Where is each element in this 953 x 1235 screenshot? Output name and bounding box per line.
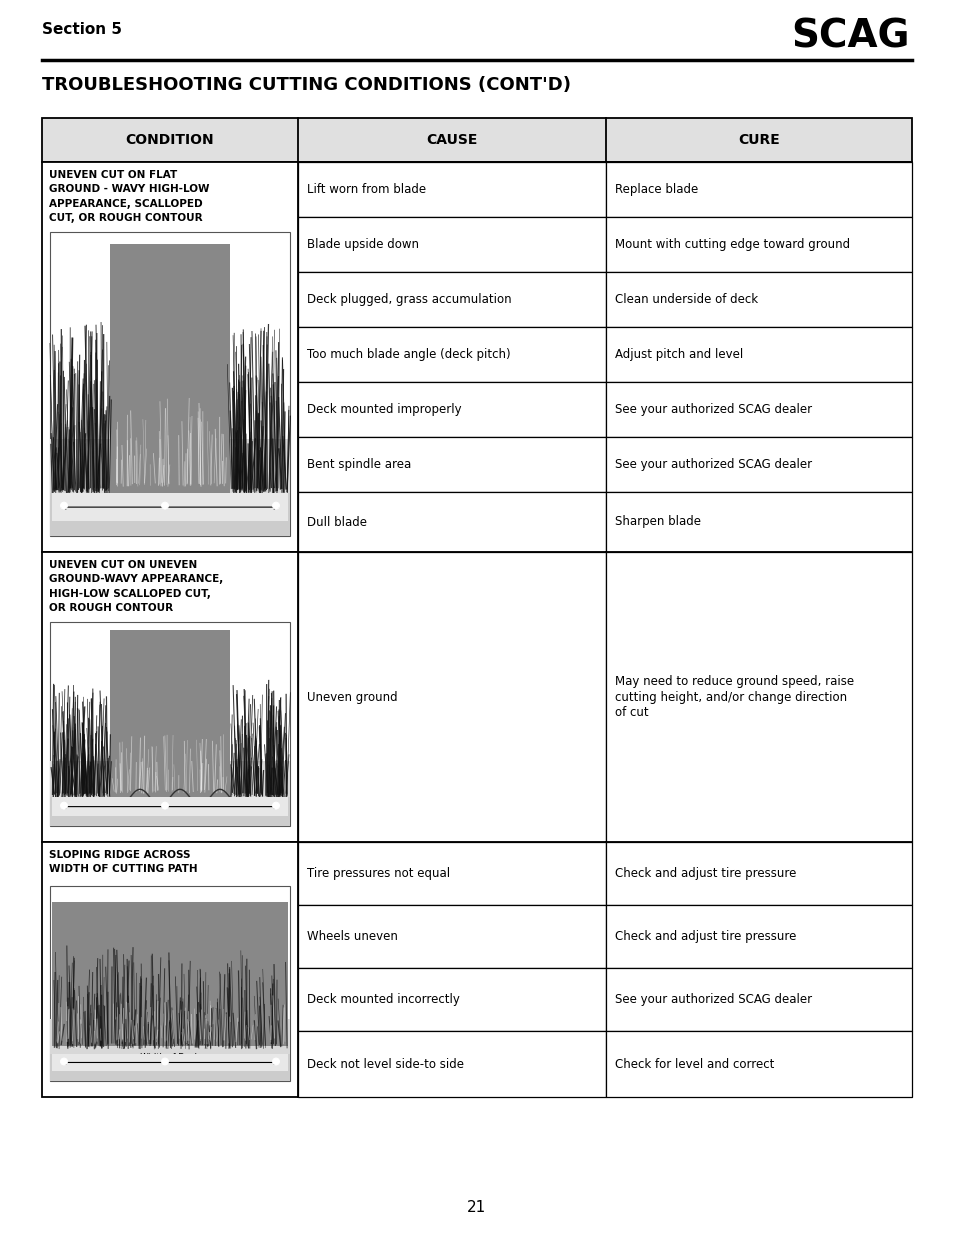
Text: See your authorized SCAG dealer: See your authorized SCAG dealer bbox=[615, 993, 811, 1007]
Bar bbox=[52, 798, 288, 816]
Text: Deck plugged, grass accumulation: Deck plugged, grass accumulation bbox=[307, 293, 511, 306]
Text: Lift worn from blade: Lift worn from blade bbox=[307, 183, 426, 196]
Bar bbox=[42, 119, 911, 162]
Text: See your authorized SCAG dealer: See your authorized SCAG dealer bbox=[615, 458, 811, 471]
Text: —Width of Deck—: —Width of Deck— bbox=[132, 797, 208, 806]
Circle shape bbox=[60, 802, 68, 809]
Text: Tire pressures not equal: Tire pressures not equal bbox=[307, 867, 450, 881]
Text: UNEVEN CUT ON UNEVEN
GROUND-WAVY APPEARANCE,
HIGH-LOW SCALLOPED CUT,
OR ROUGH CO: UNEVEN CUT ON UNEVEN GROUND-WAVY APPEARA… bbox=[49, 559, 223, 614]
Bar bbox=[297, 905, 605, 968]
Bar bbox=[605, 1031, 911, 1097]
Bar bbox=[50, 232, 290, 536]
Bar bbox=[50, 885, 290, 1081]
Bar bbox=[52, 902, 288, 1046]
Circle shape bbox=[161, 503, 169, 509]
Text: Bent spindle area: Bent spindle area bbox=[307, 458, 411, 471]
Circle shape bbox=[161, 802, 169, 809]
Bar bbox=[297, 437, 605, 492]
Bar bbox=[52, 1053, 288, 1071]
Text: Mount with cutting edge toward ground: Mount with cutting edge toward ground bbox=[615, 238, 849, 251]
Text: CAUSE: CAUSE bbox=[426, 133, 477, 147]
Text: SCAG: SCAG bbox=[791, 19, 909, 56]
Text: Check and adjust tire pressure: Check and adjust tire pressure bbox=[615, 867, 796, 881]
Circle shape bbox=[273, 802, 279, 809]
Text: May need to reduce ground speed, raise
cutting height, and/or change direction
o: May need to reduce ground speed, raise c… bbox=[615, 674, 853, 720]
Text: SGB023: SGB023 bbox=[255, 1070, 286, 1079]
Text: Deck mounted improperly: Deck mounted improperly bbox=[307, 403, 461, 416]
Text: Deck not level side-to side: Deck not level side-to side bbox=[307, 1057, 463, 1071]
Bar bbox=[297, 327, 605, 382]
Bar bbox=[605, 382, 911, 437]
Text: Uneven ground: Uneven ground bbox=[307, 690, 397, 704]
Bar bbox=[50, 622, 290, 826]
Bar bbox=[297, 272, 605, 327]
Bar bbox=[297, 842, 605, 905]
Bar bbox=[50, 494, 290, 536]
Bar bbox=[605, 968, 911, 1031]
Text: Too much blade angle (deck pitch): Too much blade angle (deck pitch) bbox=[307, 348, 510, 361]
Bar bbox=[42, 162, 911, 552]
Bar bbox=[605, 327, 911, 382]
Bar bbox=[605, 217, 911, 272]
Text: Deck mounted incorrectly: Deck mounted incorrectly bbox=[307, 993, 459, 1007]
Text: Sharpen blade: Sharpen blade bbox=[615, 515, 700, 529]
Bar bbox=[297, 217, 605, 272]
Bar bbox=[50, 1019, 290, 1081]
Bar bbox=[605, 842, 911, 905]
Bar bbox=[605, 552, 911, 842]
Bar bbox=[605, 272, 911, 327]
Bar bbox=[297, 492, 605, 552]
Text: Dull blade: Dull blade bbox=[307, 515, 367, 529]
Circle shape bbox=[161, 1058, 169, 1065]
Text: Clean underside of deck: Clean underside of deck bbox=[615, 293, 758, 306]
Bar bbox=[50, 438, 290, 536]
Bar bbox=[50, 1053, 290, 1081]
Bar bbox=[50, 761, 290, 826]
Text: Adjust pitch and level: Adjust pitch and level bbox=[615, 348, 742, 361]
Bar bbox=[42, 842, 911, 1097]
Bar bbox=[297, 382, 605, 437]
Text: TROUBLESHOOTING CUTTING CONDITIONS (CONT'D): TROUBLESHOOTING CUTTING CONDITIONS (CONT… bbox=[42, 77, 571, 94]
Text: Replace blade: Replace blade bbox=[615, 183, 698, 196]
Text: Check and adjust tire pressure: Check and adjust tire pressure bbox=[615, 930, 796, 944]
Text: Check for level and correct: Check for level and correct bbox=[615, 1057, 774, 1071]
Circle shape bbox=[60, 1058, 68, 1065]
Circle shape bbox=[273, 1058, 279, 1065]
Bar bbox=[42, 552, 911, 842]
Bar bbox=[605, 492, 911, 552]
Text: Section 5: Section 5 bbox=[42, 22, 122, 37]
Bar bbox=[297, 968, 605, 1031]
Bar bbox=[605, 905, 911, 968]
Text: CURE: CURE bbox=[738, 133, 779, 147]
Text: SGB020: SGB020 bbox=[255, 525, 286, 534]
Text: Wheels uneven: Wheels uneven bbox=[307, 930, 397, 944]
Bar bbox=[52, 494, 288, 521]
Text: —Width of Deck—: —Width of Deck— bbox=[132, 498, 208, 506]
Text: SLOPING RIDGE ACROSS
WIDTH OF CUTTING PATH: SLOPING RIDGE ACROSS WIDTH OF CUTTING PA… bbox=[49, 850, 197, 874]
Text: SGB021: SGB021 bbox=[255, 815, 286, 824]
Bar bbox=[297, 1031, 605, 1097]
Circle shape bbox=[273, 503, 279, 509]
Circle shape bbox=[60, 503, 68, 509]
Text: See your authorized SCAG dealer: See your authorized SCAG dealer bbox=[615, 403, 811, 416]
Bar bbox=[50, 798, 290, 826]
Text: UNEVEN CUT ON FLAT
GROUND - WAVY HIGH-LOW
APPEARANCE, SCALLOPED
CUT, OR ROUGH CO: UNEVEN CUT ON FLAT GROUND - WAVY HIGH-LO… bbox=[49, 170, 210, 224]
Bar bbox=[605, 437, 911, 492]
Bar bbox=[605, 162, 911, 217]
Bar bbox=[297, 552, 605, 842]
Text: 21: 21 bbox=[467, 1199, 486, 1214]
Bar bbox=[297, 162, 605, 217]
Bar bbox=[110, 245, 230, 494]
Text: CONDITION: CONDITION bbox=[126, 133, 214, 147]
Text: Blade upside down: Blade upside down bbox=[307, 238, 418, 251]
Bar bbox=[110, 630, 230, 798]
Text: —Width of Deck—: —Width of Deck— bbox=[132, 1053, 208, 1062]
